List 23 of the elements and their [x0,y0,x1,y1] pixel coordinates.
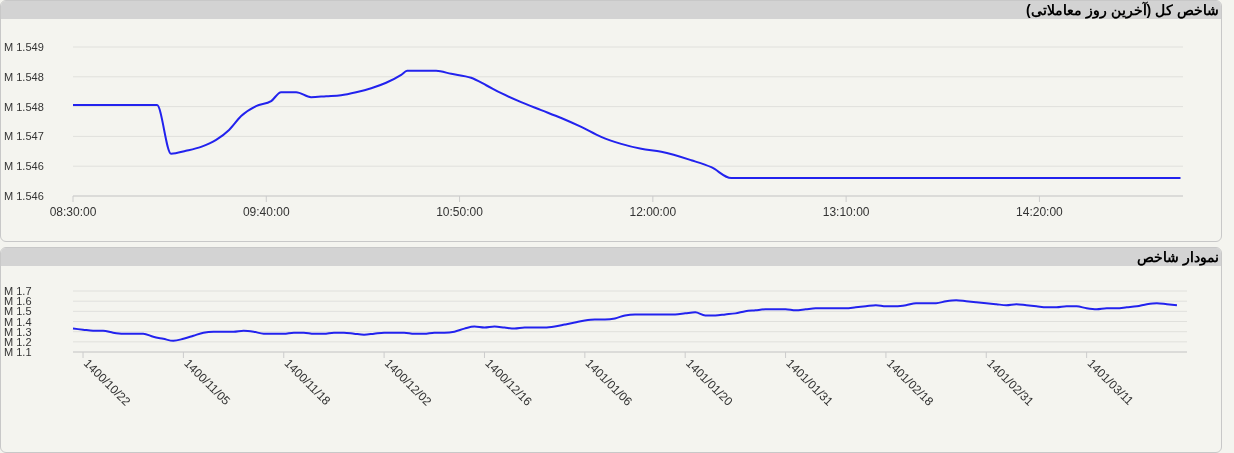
x-tick-label: 14:20:00 [1016,205,1064,219]
x-tick-label: 13:10:00 [822,205,870,219]
y-tick-label: 1.547 M [4,130,44,143]
y-tick-label: 1.546 M [4,190,44,202]
y-tick-label: 1.548 M [4,70,44,83]
y-tick-label: 1.1 M [4,346,32,358]
y-tick-label: 1.3 M [4,325,32,338]
chart-title: شاخص کل (آخرین روز معاملاتی) [1,1,1221,19]
x-tick-label: 08:30:00 [49,205,97,219]
y-tick-label: 1.546 M [4,160,44,173]
x-tick-label: 12:00:00 [629,205,677,219]
y-tick-label: 1.2 M [4,335,32,348]
y-tick-label: 1.549 M [4,41,44,53]
line-series [73,69,1182,180]
y-tick-label: 1.7 M [4,285,32,297]
x-tick-label: 10:50:00 [436,205,484,219]
y-tick-label: 1.5 M [4,305,32,318]
chart-title: نمودار شاخص [1,248,1221,266]
y-tick-label: 1.6 M [4,295,32,308]
x-tick-label: 09:40:00 [242,205,290,219]
line-series [72,299,1178,342]
y-tick-label: 1.548 M [4,100,44,113]
y-tick-label: 1.4 M [4,315,32,328]
